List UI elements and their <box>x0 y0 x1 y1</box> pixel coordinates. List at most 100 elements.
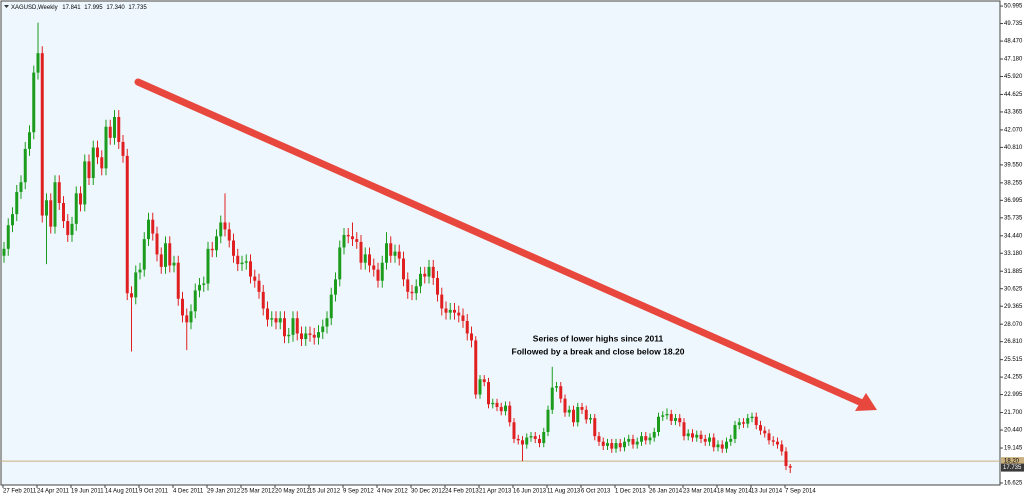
candle-body <box>423 273 427 277</box>
y-tick-label: 26.810 <box>1004 339 1023 345</box>
y-tick-label: 34.440 <box>1004 233 1023 239</box>
candle-body <box>593 418 597 437</box>
candle-body <box>83 161 87 205</box>
y-tick-label: 49.735 <box>1004 21 1023 27</box>
candle-body <box>431 266 435 278</box>
candle-body <box>100 157 104 169</box>
candle-body <box>155 233 159 255</box>
menu-triangle <box>4 5 9 8</box>
header-open: 17.841 <box>62 5 81 11</box>
candle-body <box>368 254 371 266</box>
candle-body <box>414 286 418 294</box>
candle-body <box>550 387 554 410</box>
candle-body <box>784 451 788 466</box>
x-tick-label: 13 Jul 2014 <box>751 489 783 495</box>
x-tick-label: 11 Aug 2013 <box>547 489 581 495</box>
candle-body <box>665 413 669 416</box>
x-tick-label: 1 Dec 2013 <box>615 489 646 495</box>
candle-body <box>249 261 252 277</box>
candle-body <box>776 441 779 445</box>
candle-body <box>725 441 728 449</box>
candle-body <box>576 407 580 423</box>
candle-body <box>113 117 116 138</box>
candle-body <box>121 141 125 156</box>
x-tick-label: 7 Sep 2014 <box>785 489 816 495</box>
candle-body <box>278 318 282 323</box>
header-low: 17.340 <box>106 5 125 11</box>
candle-body <box>363 254 367 263</box>
y-tick-label: 20.440 <box>1004 428 1023 434</box>
candle-body <box>542 431 546 444</box>
candle-body <box>312 334 316 338</box>
candle-body <box>397 251 401 259</box>
candle-body <box>695 434 699 438</box>
candle-body <box>546 409 550 432</box>
x-tick-label: 4 Dec 2011 <box>173 489 204 495</box>
x-tick-label: 27 Feb 2011 <box>3 489 37 495</box>
candle-body <box>193 290 197 312</box>
candle-body <box>780 444 784 452</box>
candle-body <box>495 402 499 408</box>
candle-body <box>627 438 631 442</box>
y-tick-label: 31.885 <box>1004 269 1023 275</box>
y-tick-label: 19.145 <box>1004 446 1023 452</box>
y-tick-label: 35.735 <box>1004 215 1023 221</box>
candle-body <box>168 243 172 266</box>
candle-body <box>15 191 19 215</box>
candle-body <box>419 273 422 287</box>
candle-body <box>23 148 27 183</box>
candle-body <box>215 236 218 251</box>
candle-body <box>601 441 605 446</box>
candle-body <box>691 433 694 438</box>
candle-body <box>223 222 227 230</box>
y-tick-label: 45.920 <box>1004 74 1023 80</box>
candle-body <box>96 147 99 158</box>
y-tick-label: 43.365 <box>1004 110 1023 116</box>
candle-body <box>410 291 414 294</box>
candle-body <box>610 443 614 449</box>
y-tick-label: 24.255 <box>1004 375 1023 381</box>
candle-body <box>567 409 571 413</box>
arrow-head <box>855 393 877 411</box>
y-tick-label: 16.625 <box>1004 481 1023 487</box>
y-tick-label: 33.180 <box>1004 251 1023 257</box>
candle-body <box>70 223 74 235</box>
candle-body <box>351 236 354 240</box>
x-tick-label: 25 Mar 2012 <box>241 489 275 495</box>
candle-body <box>219 222 223 237</box>
candle-body <box>529 436 533 438</box>
candle-body <box>716 444 720 448</box>
x-tick-label: 14 Aug 2011 <box>105 489 139 495</box>
header-high: 17.995 <box>84 5 103 11</box>
x-tick-label: 9 Oct 2011 <box>139 489 169 495</box>
candle-body <box>346 234 350 237</box>
candle-body <box>525 437 529 445</box>
candle-body <box>436 277 439 295</box>
y-tick-label: 30.625 <box>1004 286 1023 292</box>
candle-body <box>457 312 461 316</box>
candle-body <box>474 340 478 395</box>
x-tick-label: 26 Jan 2014 <box>649 489 683 495</box>
candle-body <box>406 279 410 292</box>
price-tag <box>1001 463 1024 472</box>
candle-body <box>300 333 303 340</box>
candle-body <box>159 254 163 267</box>
candle-body <box>164 243 167 267</box>
candle-body <box>142 239 146 270</box>
candle-body <box>147 219 150 240</box>
candle-body <box>563 398 567 413</box>
candle-body <box>788 466 792 468</box>
candle-body <box>236 255 240 265</box>
candle-body <box>618 443 622 448</box>
x-tick-label: 30 Dec 2012 <box>411 489 446 495</box>
candle-body <box>759 425 762 431</box>
candle-body <box>606 443 609 446</box>
candle-body <box>138 269 142 273</box>
candle-body <box>440 294 444 309</box>
candle-body <box>130 293 133 298</box>
candle-body <box>708 437 711 442</box>
x-tick-label: 15 Jul 2012 <box>309 489 341 495</box>
candle-body <box>385 243 388 263</box>
candle-body <box>45 200 48 216</box>
y-tick-label: 22.995 <box>1004 392 1023 398</box>
